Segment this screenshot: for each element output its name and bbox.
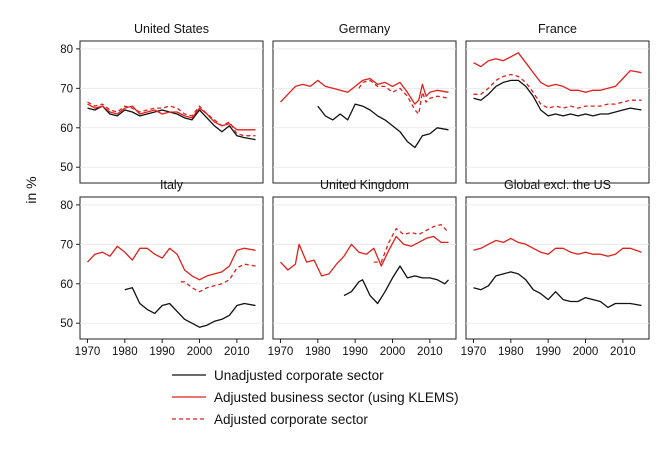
legend-item-adjusted-corporate-sector: Adjusted corporate sector bbox=[172, 412, 368, 427]
series-line-adjusted-corporate-sector bbox=[358, 79, 449, 115]
legend-label: Unadjusted corporate sector bbox=[214, 368, 384, 383]
panel-germany: Germany bbox=[272, 22, 457, 184]
panel-frame bbox=[272, 40, 457, 184]
y-tick-label: 50 bbox=[60, 318, 73, 330]
panel-frame bbox=[272, 196, 457, 340]
panel-title: Italy bbox=[160, 178, 184, 192]
panel-frame bbox=[465, 196, 650, 340]
legend-item-unadjusted-corporate-sector: Unadjusted corporate sector bbox=[172, 368, 384, 383]
series-line-adjusted-business-sector-using-klems bbox=[280, 77, 449, 105]
x-tick-label: 1990 bbox=[149, 346, 175, 358]
y-tick-label: 70 bbox=[60, 83, 73, 95]
x-tick-label: 1970 bbox=[75, 346, 101, 358]
x-tick-label: 1980 bbox=[112, 346, 138, 358]
panels-group: United States 50 60 70 80 Germany France Italy 5… bbox=[60, 22, 650, 358]
panel-italy: Italy 50 60 70 80 1970 1980 1990 2000 2010 bbox=[60, 178, 264, 358]
x-tick-label: 1980 bbox=[305, 346, 331, 358]
panel-frame bbox=[465, 40, 650, 184]
y-axis-label: in % bbox=[23, 176, 39, 203]
x-tick-label: 1990 bbox=[342, 346, 368, 358]
series-line-adjusted-business-sector-using-klems bbox=[87, 245, 256, 281]
panel-title: United Kingdom bbox=[320, 178, 409, 192]
y-tick-label: 60 bbox=[60, 123, 73, 135]
panel-title: Global excl. the US bbox=[504, 178, 611, 192]
panel-frame bbox=[79, 196, 264, 340]
series-line-adjusted-corporate-sector bbox=[180, 263, 256, 293]
panel-title: France bbox=[538, 22, 577, 36]
series-line-unadjusted-corporate-sector bbox=[124, 287, 256, 328]
y-tick-label: 50 bbox=[60, 162, 73, 174]
series-line-adjusted-corporate-sector bbox=[87, 101, 256, 137]
panel-france: France bbox=[465, 22, 650, 184]
y-tick-label: 80 bbox=[60, 44, 73, 56]
y-tick-label: 70 bbox=[60, 239, 73, 251]
series-line-adjusted-business-sector-using-klems bbox=[280, 235, 449, 277]
x-tick-label: 1970 bbox=[461, 346, 487, 358]
panel-united-states: United States 50 60 70 80 bbox=[60, 22, 264, 184]
series-line-unadjusted-corporate-sector bbox=[473, 79, 642, 117]
x-tick-label: 1970 bbox=[268, 346, 294, 358]
x-tick-label: 2010 bbox=[224, 346, 250, 358]
legend-label: Adjusted corporate sector bbox=[214, 412, 368, 427]
y-tick-label: 60 bbox=[60, 279, 73, 291]
x-tick-label: 2000 bbox=[187, 346, 213, 358]
panel-title: Germany bbox=[339, 22, 391, 36]
x-tick-label: 2010 bbox=[610, 346, 636, 358]
panel-global-excl-the-us: Global excl. the US 1970 1980 1990 2000 2010 bbox=[461, 178, 650, 358]
series-line-adjusted-corporate-sector bbox=[373, 223, 449, 263]
x-tick-label: 2010 bbox=[417, 346, 443, 358]
series-line-unadjusted-corporate-sector bbox=[343, 265, 449, 305]
x-tick-label: 1980 bbox=[498, 346, 524, 358]
series-line-unadjusted-corporate-sector bbox=[317, 103, 449, 149]
series-line-adjusted-business-sector-using-klems bbox=[473, 52, 642, 93]
legend-item-adjusted-business-sector-using-klems: Adjusted business sector (using KLEMS) bbox=[172, 390, 459, 405]
panel-title: United States bbox=[134, 22, 209, 36]
legend: Unadjusted corporate sector Adjusted busi… bbox=[172, 368, 459, 427]
x-tick-label: 1990 bbox=[535, 346, 561, 358]
panel-united-kingdom: United Kingdom 1970 1980 1990 2000 2010 bbox=[268, 178, 457, 358]
legend-label: Adjusted business sector (using KLEMS) bbox=[214, 390, 459, 405]
y-tick-label: 80 bbox=[60, 200, 73, 212]
series-line-unadjusted-corporate-sector bbox=[473, 271, 642, 309]
x-tick-label: 2000 bbox=[380, 346, 406, 358]
x-tick-label: 2000 bbox=[573, 346, 599, 358]
series-line-adjusted-business-sector-using-klems bbox=[473, 237, 642, 257]
series-line-adjusted-business-sector-using-klems bbox=[87, 103, 256, 131]
